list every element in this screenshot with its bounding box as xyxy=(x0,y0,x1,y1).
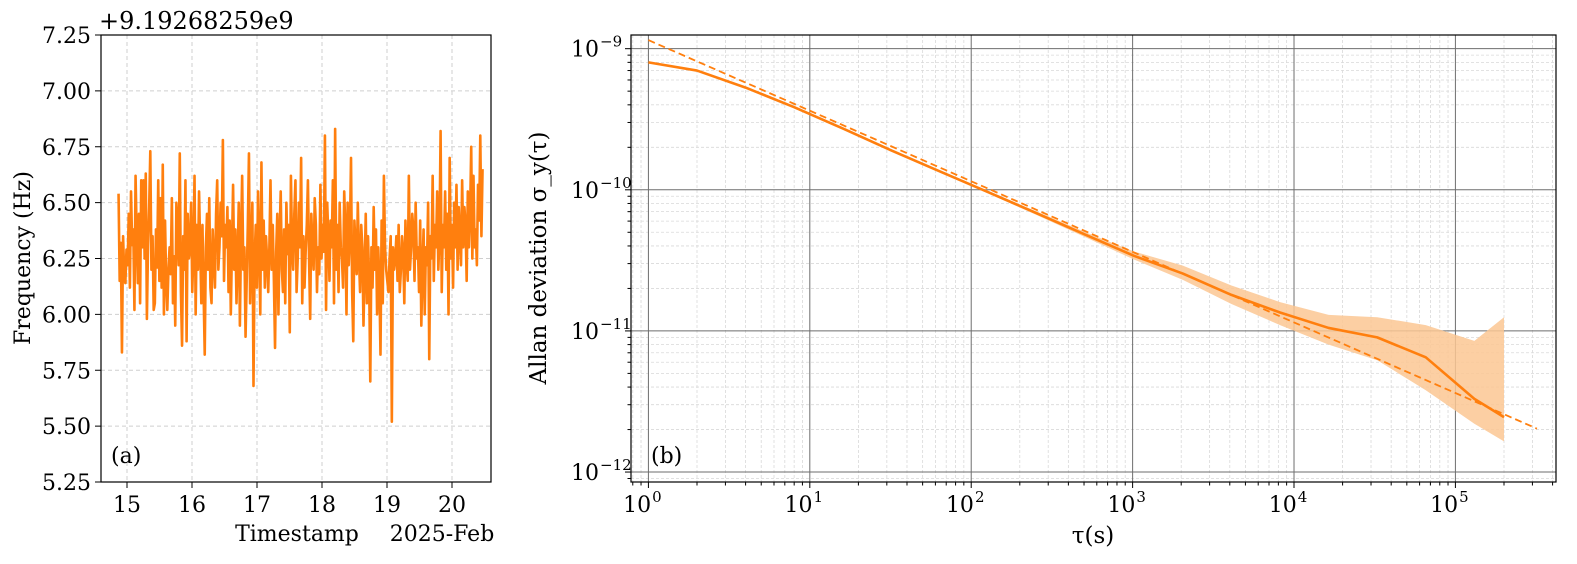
panel-b-x-tick-exponent: 1 xyxy=(814,488,824,506)
panel-b-y-axis-label: Allan deviation σ_y(τ) xyxy=(526,132,552,386)
panel-b-y-tick-exponent: −11 xyxy=(600,315,632,333)
panel-b-x-tick-label: 100 xyxy=(623,488,662,518)
panel-b-y-tick-label: 10−9 xyxy=(571,33,622,63)
panel-a-x-tick-label: 18 xyxy=(308,493,336,518)
panel-a-y-offset-label: +9.19268259e9 xyxy=(99,7,294,35)
panel-b-x-tick-exponent: 2 xyxy=(975,488,985,506)
panel-a-x-tick-label: 19 xyxy=(373,493,401,518)
panel-b-x-tick-label: 105 xyxy=(1430,488,1469,518)
panel-b-x-tick-label: 102 xyxy=(946,488,985,518)
panel-a-x-tick-label: 15 xyxy=(113,493,141,518)
panel-b-x-tick-exponent: 0 xyxy=(652,488,662,506)
panel-a-y-tick-label: 5.75 xyxy=(42,359,91,384)
panel-a-y-axis-label: Frequency (Hz) xyxy=(11,171,36,345)
panel-a-y-tick-label: 7.25 xyxy=(42,24,91,49)
panel-a-y-tick-label: 6.25 xyxy=(42,248,91,273)
panel-b-x-tick-label: 103 xyxy=(1107,488,1146,518)
panel-a-x-ticks: 15 16 17 18 19 20 xyxy=(113,482,466,518)
panel-b-plot-area xyxy=(648,39,1538,442)
panel-b-x-tick-exponent: 5 xyxy=(1459,488,1469,506)
panel-b-y-tick-exponent: −9 xyxy=(600,33,622,51)
panel-b-panel-label: (b) xyxy=(651,444,682,469)
panel-a-frequency-line xyxy=(117,127,484,423)
panel-b-y-tick-exponent: −10 xyxy=(600,174,632,192)
panel-b-allan-deviation-line xyxy=(648,61,1505,419)
panel-b-fit-dashed-line xyxy=(648,39,1538,430)
panel-b-grid xyxy=(631,35,1556,482)
panel-b-frame xyxy=(630,34,1557,483)
panel-b-y-ticks: 10−12 10−11 10−10 10−9 xyxy=(571,33,632,486)
panel-b-x-tick-exponent: 3 xyxy=(1136,488,1146,506)
panel-a-x-tick-label: 20 xyxy=(438,493,466,518)
panel-a-x-tick-label: 17 xyxy=(243,493,271,518)
panel-b-x-tick-label: 104 xyxy=(1269,488,1308,518)
panel-a-x-tick-label: 16 xyxy=(178,493,206,518)
panel-b-y-tick-label: 10−12 xyxy=(571,456,632,486)
panel-a-y-tick-label: 7.00 xyxy=(42,80,91,105)
panel-a-y-tick-label: 6.00 xyxy=(42,303,91,328)
panel-a-panel-label: (a) xyxy=(111,444,141,469)
panel-a-y-tick-label: 5.25 xyxy=(42,471,91,496)
panel-b-y-tick-exponent: −12 xyxy=(600,456,632,474)
panel-a-y-tick-label: 5.50 xyxy=(42,415,91,440)
panel-a-plot-area xyxy=(117,127,484,423)
panel-a: 15 16 17 18 19 20 5.25 5.50 5.75 6.00 6.25 6.50 6.7… xyxy=(11,7,494,547)
panel-a-y-tick-label: 6.75 xyxy=(42,136,91,161)
panel-b-x-tick-exponent: 4 xyxy=(1298,488,1308,506)
panel-b-y-tick-label: 10−11 xyxy=(571,315,632,345)
panel-b-confidence-band xyxy=(648,62,1504,442)
panel-b-x-ticks: 100 101 102 103 104 105 xyxy=(623,482,1554,518)
panel-a-x-offset-label: 2025-Feb xyxy=(390,522,495,547)
panel-a-y-ticks: 5.25 5.50 5.75 6.00 6.25 6.50 6.75 7.00 7.25 xyxy=(42,24,101,496)
panel-b-y-tick-label: 10−10 xyxy=(571,174,632,204)
panel-a-y-tick-label: 6.50 xyxy=(42,192,91,217)
panel-a-x-axis-label: Timestamp xyxy=(235,522,359,547)
panel-b-x-tick-label: 101 xyxy=(785,488,824,518)
panel-b-x-axis-label: τ(s) xyxy=(1072,523,1114,549)
